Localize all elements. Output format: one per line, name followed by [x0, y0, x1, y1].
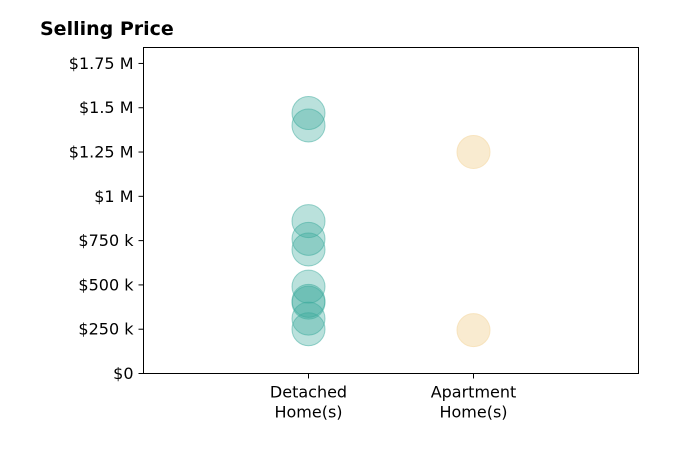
data-point [456, 135, 491, 170]
y-tick-label: $500 k [78, 275, 134, 294]
x-tick-label: Apartment [431, 383, 517, 402]
data-point [291, 232, 326, 267]
x-tick-label: Home(s) [439, 403, 507, 422]
plot-area-frame [143, 47, 639, 374]
data-point [291, 108, 326, 143]
plot-points [291, 96, 491, 348]
y-axis: $0 $250 k $500 k $750 k $1 M $1.25 M $1.5 M $1.… [69, 54, 144, 383]
y-tick-label: $1.5 M [79, 98, 134, 117]
data-point [456, 313, 491, 348]
data-point [291, 221, 326, 256]
y-tick-label: $250 k [78, 320, 134, 339]
y-tick-label: $750 k [78, 231, 134, 250]
data-point [291, 269, 326, 304]
data-point [291, 96, 326, 131]
y-tick-label: $1 M [94, 187, 133, 206]
y-tick-label: $1.25 M [69, 143, 134, 162]
chart-title: Selling Price [40, 18, 174, 40]
y-tick-label: $1.75 M [69, 54, 134, 73]
y-tick-label: $0 [113, 364, 133, 383]
x-tick-label: Home(s) [274, 403, 342, 422]
data-point [291, 285, 326, 320]
data-point [291, 204, 326, 239]
data-point [291, 312, 326, 347]
data-point [291, 301, 326, 336]
x-tick-label: Detached [270, 383, 347, 402]
